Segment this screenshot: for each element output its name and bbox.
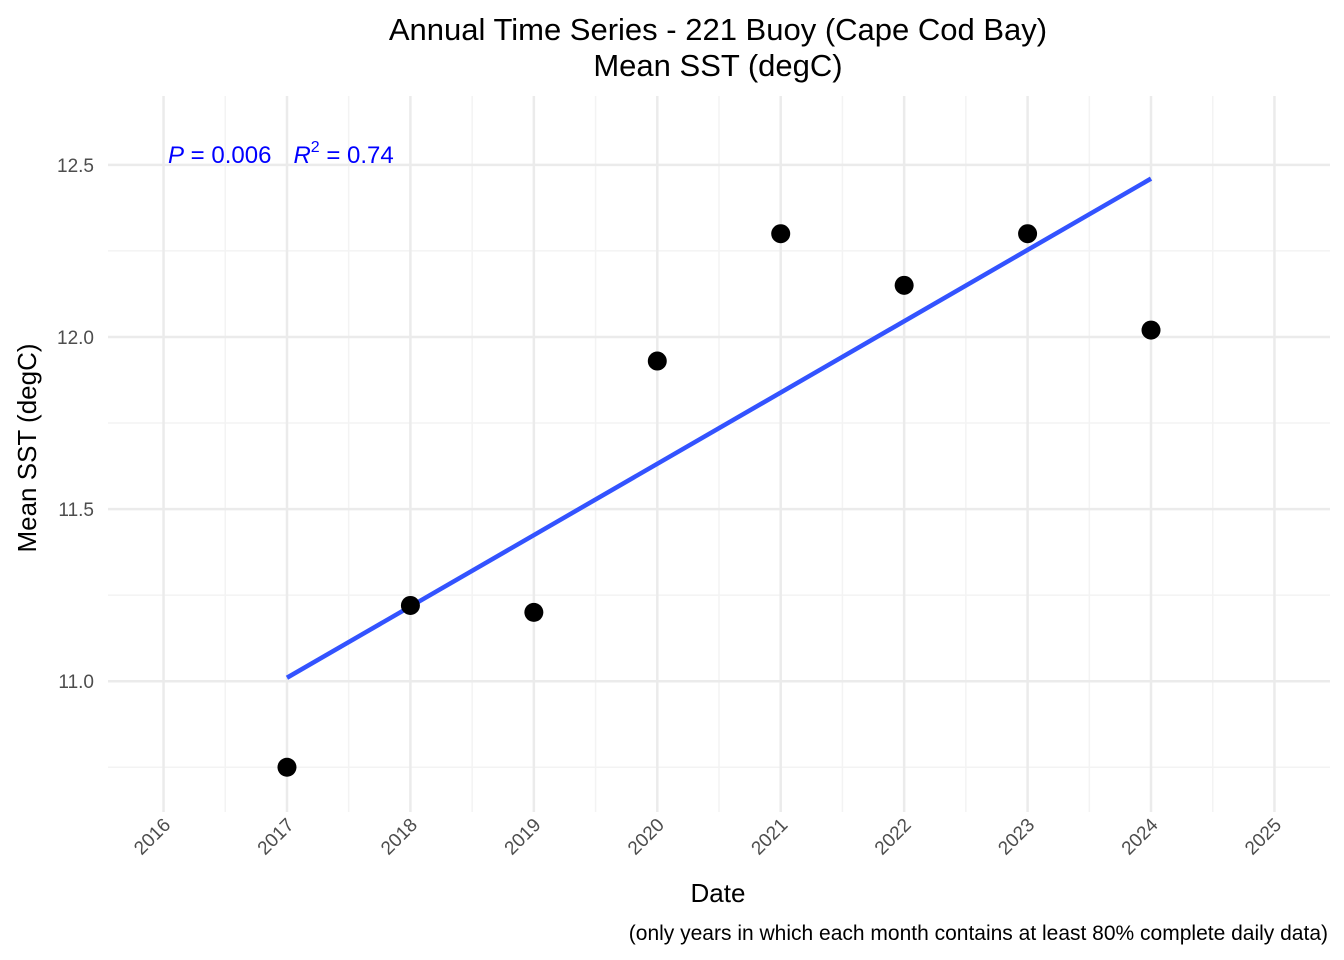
trend-line xyxy=(285,176,1153,680)
x-tick-label: 2025 xyxy=(1241,815,1286,860)
y-tick-label: 12.5 xyxy=(57,156,94,177)
r-superscript: 2 xyxy=(311,139,320,156)
chart-caption: (only years in which each month contains… xyxy=(628,922,1328,945)
y-axis-label: Mean SST (degC) xyxy=(12,343,42,552)
data-point xyxy=(1141,320,1161,340)
x-tick-label: 2019 xyxy=(501,815,546,860)
x-tick-label: 2022 xyxy=(871,815,916,860)
x-tick-label: 2017 xyxy=(254,815,299,860)
x-tick-label: 2021 xyxy=(748,815,793,860)
p-label: P xyxy=(168,142,184,169)
data-point xyxy=(894,275,914,295)
data-point xyxy=(647,351,667,371)
x-tick-label: 2016 xyxy=(130,815,175,860)
data-point xyxy=(400,595,420,615)
y-tick-label: 12.0 xyxy=(57,328,94,349)
chart-subtitle: Mean SST (degC) xyxy=(593,48,843,83)
x-tick-label: 2018 xyxy=(377,815,422,860)
data-point xyxy=(524,602,544,622)
axis-ticks: 2016 2017 2018 2019 2020 2021 2022 2023 2024 2025… xyxy=(57,156,1286,860)
x-axis-label: Date xyxy=(691,878,746,908)
r-value: = 0.74 xyxy=(320,142,394,169)
x-tick-label: 2023 xyxy=(994,815,1039,860)
x-tick-label: 2020 xyxy=(624,815,669,860)
y-tick-label: 11.0 xyxy=(58,672,94,693)
p-value: = 0.006 xyxy=(184,142,271,169)
data-point xyxy=(277,757,297,777)
data-points xyxy=(277,224,1161,777)
regression-annotation: P = 0.006 R2 = 0.74 xyxy=(168,139,394,169)
y-tick-label: 11.5 xyxy=(58,500,94,521)
chart-title: Annual Time Series - 221 Buoy (Cape Cod … xyxy=(388,12,1048,47)
x-tick-label: 2024 xyxy=(1118,814,1163,859)
grid-lines xyxy=(108,96,1330,812)
data-point xyxy=(771,224,791,244)
r-label: R xyxy=(293,142,310,169)
data-point xyxy=(1018,224,1038,244)
